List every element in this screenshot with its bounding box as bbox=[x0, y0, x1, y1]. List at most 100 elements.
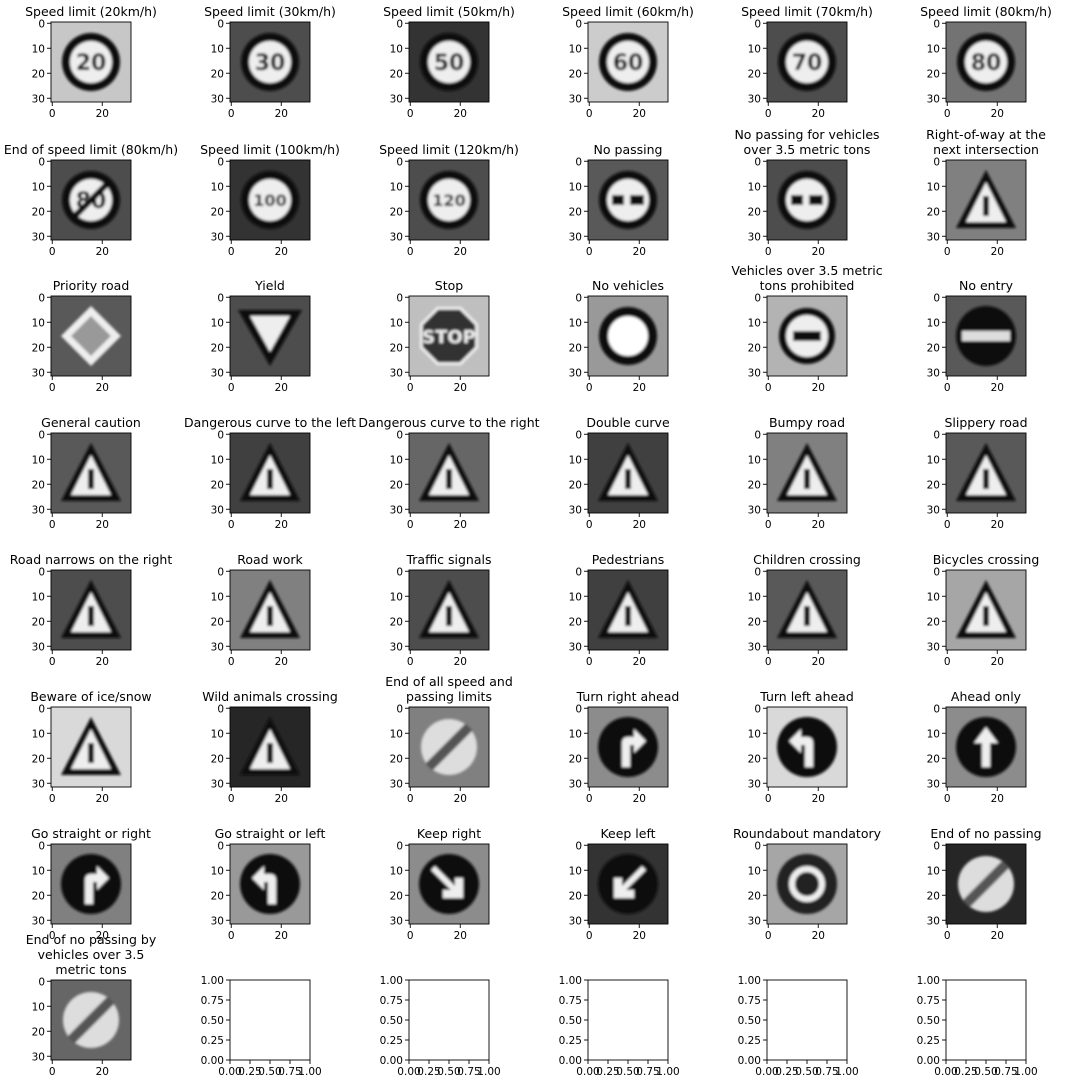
sign-slash bbox=[67, 996, 115, 1044]
y-tick-label: 0 bbox=[217, 18, 224, 30]
x-tick-label: 0 bbox=[228, 108, 235, 120]
no-passing-trucks-sign-icon bbox=[767, 160, 847, 240]
y-tick-label: 0.75 bbox=[380, 995, 403, 1007]
x-tick-label: 0 bbox=[228, 793, 235, 805]
axes-frame bbox=[229, 569, 311, 651]
y-tick-label: 0 bbox=[933, 703, 940, 715]
panel-title: Go straight or right bbox=[31, 826, 151, 841]
curve-right-sign-icon bbox=[409, 433, 489, 513]
empty-axes-panel: 1.000.750.500.250.000.000.250.500.751.00 bbox=[380, 975, 501, 1078]
y-tick-label: 20 bbox=[569, 616, 582, 628]
x-tick-label: 1.00 bbox=[656, 1066, 679, 1078]
y-tick-label: 30 bbox=[211, 367, 224, 379]
panel-title: Double curve bbox=[586, 415, 670, 430]
ice-snow-sign-icon bbox=[51, 707, 131, 787]
panel-title: next intersection bbox=[933, 142, 1039, 157]
panel-title: No vehicles bbox=[592, 278, 664, 293]
sign-stop-text: STOP bbox=[422, 327, 476, 348]
straight-or-left-sign-icon bbox=[230, 844, 310, 924]
x-tick-label: 0 bbox=[586, 246, 593, 258]
y-tick-label: 10 bbox=[32, 1001, 45, 1013]
sign-panel: Priority road 0 10 20 30 0 20 bbox=[32, 278, 132, 394]
sign-panel: Bumpy road 0 10 20 30 0 20 bbox=[748, 415, 848, 531]
slippery-road-sign-icon bbox=[946, 433, 1026, 513]
sign-image bbox=[777, 443, 837, 501]
y-tick-label: 0 bbox=[575, 292, 582, 304]
sign-panel: No entry 0 10 20 30 0 20 bbox=[927, 278, 1027, 394]
x-tick-label: 0 bbox=[49, 930, 56, 942]
y-tick-label: 0 bbox=[38, 840, 45, 852]
y-tick-label: 10 bbox=[32, 865, 45, 877]
sign-image: 50 bbox=[420, 33, 478, 91]
x-tick-label: 0.00 bbox=[755, 1066, 778, 1078]
axes-frame bbox=[229, 159, 311, 241]
y-tick-label: 10 bbox=[569, 865, 582, 877]
sign-symbol bbox=[88, 606, 94, 626]
sign-panel: No passing 0 10 20 30 0 20 bbox=[569, 142, 669, 258]
sign-image bbox=[61, 306, 121, 366]
sign-panel: Speed limit (80km/h) 80 0 10 20 30 0 20 bbox=[920, 4, 1052, 120]
panel-title: Bumpy road bbox=[769, 415, 845, 430]
y-tick-label: 10 bbox=[569, 454, 582, 466]
speed-limit-sign-icon: 30 bbox=[230, 22, 310, 102]
y-tick-label: 30 bbox=[569, 367, 582, 379]
sign-image: 70 bbox=[778, 33, 836, 91]
panel-title: Dangerous curve to the right bbox=[358, 415, 539, 430]
x-tick-label: 20 bbox=[633, 246, 646, 258]
sign-image bbox=[419, 854, 479, 914]
y-tick-label: 20 bbox=[211, 68, 224, 80]
y-tick-label: 20 bbox=[211, 753, 224, 765]
sign-symbol bbox=[267, 469, 273, 489]
priority-road-sign-icon bbox=[51, 296, 131, 376]
y-tick-label: 10 bbox=[390, 181, 403, 193]
sign-symbol bbox=[446, 469, 452, 489]
sign-image: STOP bbox=[419, 306, 479, 366]
x-tick-label: 20 bbox=[96, 382, 109, 394]
y-tick-label: 30 bbox=[211, 504, 224, 516]
y-tick-label: 0 bbox=[396, 703, 403, 715]
x-tick-label: 0 bbox=[765, 108, 772, 120]
sign-symbol bbox=[88, 469, 94, 489]
y-tick-label: 0 bbox=[38, 156, 45, 168]
sign-image bbox=[598, 443, 658, 501]
sign-image bbox=[238, 310, 302, 366]
axes-frame bbox=[945, 979, 1027, 1061]
y-tick-label: 20 bbox=[569, 68, 582, 80]
x-tick-label: 0 bbox=[765, 793, 772, 805]
sign-panel: Speed limit (120km/h) 120 0 10 20 30 0 20 bbox=[379, 142, 519, 258]
y-tick-label: 20 bbox=[32, 616, 45, 628]
sign-symbol bbox=[625, 469, 631, 489]
sign-panel: Slippery road 0 10 20 30 0 20 bbox=[927, 415, 1028, 531]
turn-right-sign-icon bbox=[588, 707, 668, 787]
x-tick-label: 0.25 bbox=[238, 1066, 261, 1078]
panel-title: End of all speed and bbox=[385, 674, 513, 689]
speed-limit-sign-icon: 120 bbox=[409, 160, 489, 240]
axes-frame bbox=[408, 706, 490, 788]
empty-axes-panel: 1.000.750.500.250.000.000.250.500.751.00 bbox=[559, 975, 680, 1078]
y-tick-label: 30 bbox=[927, 367, 940, 379]
x-tick-label: 0 bbox=[228, 246, 235, 258]
y-tick-label: 30 bbox=[748, 504, 761, 516]
x-tick-label: 0.50 bbox=[616, 1066, 639, 1078]
y-tick-label: 0 bbox=[396, 18, 403, 30]
sign-panel: Pedestrians 0 10 20 30 0 20 bbox=[569, 552, 669, 668]
y-tick-label: 30 bbox=[211, 778, 224, 790]
x-tick-label: 20 bbox=[275, 930, 288, 942]
axes-frame bbox=[229, 843, 311, 925]
y-tick-label: 0 bbox=[38, 292, 45, 304]
y-tick-label: 20 bbox=[569, 890, 582, 902]
sign-roundabout bbox=[789, 866, 825, 902]
x-tick-label: 20 bbox=[812, 382, 825, 394]
y-tick-label: 30 bbox=[32, 504, 45, 516]
sign-panel: Double curve 0 10 20 30 0 20 bbox=[569, 415, 670, 531]
y-tick-label: 30 bbox=[927, 504, 940, 516]
sign-arrow bbox=[974, 727, 998, 767]
speed-limit-sign-icon: 50 bbox=[409, 22, 489, 102]
x-tick-label: 0.75 bbox=[457, 1066, 480, 1078]
sign-image bbox=[779, 308, 835, 364]
